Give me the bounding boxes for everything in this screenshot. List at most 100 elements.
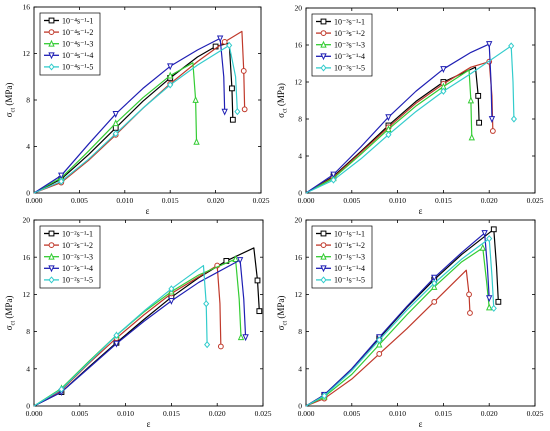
data-point (167, 81, 174, 89)
legend-label: 10⁻⁴s⁻¹-2 (62, 28, 93, 37)
x-axis-label: ε (146, 206, 150, 216)
legend-marker (320, 242, 327, 249)
series-line (305, 247, 490, 407)
legend: 10⁻⁴s⁻¹-1 10⁻⁴s⁻¹-2 10⁻⁴s⁻¹-3 10⁻⁴s⁻¹-4 10⁻⁴… (39, 12, 101, 76)
chart-panel-4: 0.000 0.005 0.010 0.015 0.020 0.025 0 4 8 12 16 20 ε… (276, 216, 544, 429)
data-point (475, 92, 482, 99)
data-point (486, 41, 493, 49)
y-tick-label: 8 (298, 327, 302, 336)
legend-marker (48, 276, 55, 284)
chart-panel-2: 0.000 0.005 0.010 0.015 0.020 0.025 0 4 8 12 16 20 ε… (276, 4, 544, 216)
x-tick-label: 0.020 (481, 409, 498, 418)
legend-label: 10⁻²s⁻¹-4 (62, 264, 93, 273)
series-line (33, 258, 242, 407)
x-tick-label: 0.025 (527, 196, 544, 205)
legend: 10⁻¹s⁻¹-1 10⁻¹s⁻¹-2 10⁻¹s⁻¹-3 10⁻¹s⁻¹-4 10⁻¹… (311, 225, 373, 289)
data-point (385, 114, 392, 122)
data-point (488, 116, 496, 123)
legend: 10⁻²s⁻¹-1 10⁻²s⁻¹-2 10⁻²s⁻¹-3 10⁻²s⁻¹-4 10⁻²… (39, 225, 101, 289)
legend-marker (320, 230, 327, 237)
data-point (385, 131, 392, 139)
legend-label: 10⁻¹s⁻¹-1 (334, 229, 365, 238)
data-point (203, 300, 210, 308)
y-tick-label: 12 (295, 78, 303, 87)
series-line (305, 269, 471, 407)
data-point (241, 106, 248, 113)
data-point (168, 298, 175, 305)
data-point (193, 137, 200, 145)
legend-label: 10⁻²s⁻¹-2 (62, 241, 93, 250)
x-tick-label: 0.010 (116, 196, 133, 205)
legend-marker (48, 63, 55, 71)
y-tick-label: 16 (295, 41, 303, 50)
data-point (508, 42, 515, 50)
x-tick-label: 0.020 (207, 196, 224, 205)
y-tick-label: 20 (23, 216, 31, 225)
data-point (467, 96, 475, 104)
data-point (167, 71, 174, 79)
data-point (58, 172, 65, 180)
data-point (237, 333, 245, 341)
chart-panel-3: 0.000 0.005 0.010 0.015 0.020 0.025 0 4 8 12 16 20 ε… (4, 216, 272, 429)
data-point (112, 125, 119, 131)
x-tick-label: 0.020 (481, 196, 498, 205)
data-point (229, 116, 236, 123)
legend-marker (320, 64, 327, 72)
legend-label: 10⁻³s⁻¹-1 (334, 17, 365, 26)
y-axis-label: σct (MPa) (4, 83, 17, 118)
x-tick-label: 0.000 (26, 409, 43, 418)
y-tick-label: 0 (26, 402, 30, 411)
data-point (490, 226, 497, 233)
data-point (330, 171, 337, 179)
series-line (305, 45, 515, 194)
data-point (232, 255, 239, 262)
series-5 (305, 235, 497, 407)
x-tick-label: 0.015 (163, 409, 180, 418)
data-point (58, 385, 65, 393)
data-point (431, 279, 438, 287)
series-line (33, 264, 222, 407)
data-point (168, 285, 175, 293)
data-point (486, 295, 493, 303)
legend-label: 10⁻³s⁻¹-4 (334, 52, 365, 61)
x-tick-label: 0.000 (26, 196, 43, 205)
series-line (33, 264, 208, 407)
data-point (486, 235, 493, 243)
data-point (234, 108, 241, 116)
x-tick-label: 0.015 (435, 196, 452, 205)
y-tick-label: 12 (295, 290, 303, 299)
y-tick-label: 0 (298, 402, 302, 411)
series-line (305, 69, 473, 194)
y-tick-label: 16 (295, 253, 303, 262)
data-point (467, 310, 473, 316)
legend-marker (48, 29, 55, 35)
data-point (113, 331, 120, 339)
x-tick-label: 0.025 (253, 196, 270, 205)
x-tick-label: 0.000 (298, 409, 315, 418)
legend-label: 10⁻⁴s⁻¹-5 (62, 63, 93, 72)
x-tick-label: 0.005 (343, 196, 360, 205)
data-point (376, 351, 383, 357)
data-point (221, 108, 228, 116)
data-point (481, 230, 488, 238)
y-tick-label: 4 (26, 364, 30, 373)
data-point (495, 298, 502, 305)
x-tick-label: 0.005 (71, 196, 88, 205)
x-axis-label: ε (147, 419, 151, 429)
plot-frame (305, 7, 536, 194)
plot-frame (33, 219, 264, 407)
x-tick-label: 0.010 (389, 196, 406, 205)
series-5 (33, 41, 241, 194)
data-point (321, 392, 328, 400)
x-axis-label: ε (419, 206, 423, 216)
x-tick-label: 0.010 (389, 409, 406, 418)
y-tick-label: 20 (295, 216, 303, 225)
y-tick-label: 0 (26, 189, 30, 198)
legend-label: 10⁻²s⁻¹-5 (62, 276, 93, 285)
legend-marker (320, 18, 327, 25)
data-point (242, 334, 249, 342)
series-4 (305, 41, 496, 194)
data-point (204, 341, 211, 349)
series-line (305, 232, 490, 407)
legend-label: 10⁻⁴s⁻¹-3 (62, 40, 93, 49)
